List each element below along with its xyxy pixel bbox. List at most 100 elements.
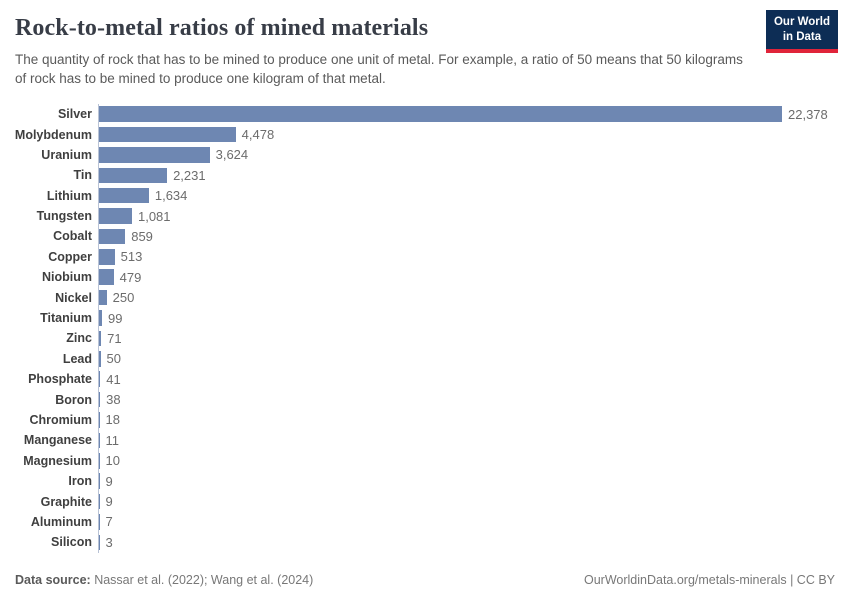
category-label: Niobium xyxy=(42,270,92,285)
value-label: 50 xyxy=(106,351,121,367)
category-label: Silver xyxy=(57,107,92,122)
value-label: 250 xyxy=(112,290,135,306)
bar xyxy=(99,514,100,530)
data-source: Data source: Nassar et al. (2022); Wang … xyxy=(15,573,313,587)
bar xyxy=(99,249,115,265)
bar-row: Boron 38 xyxy=(10,389,835,410)
bar xyxy=(99,453,100,469)
bar-row: Tin 2,231 xyxy=(10,165,835,186)
bar-plot-area: 3 xyxy=(98,532,835,553)
bar-plot-area: 513 xyxy=(98,246,835,268)
bar-plot-area: 1,081 xyxy=(98,205,835,227)
category-label: Phosphate xyxy=(28,372,92,387)
bar-row: Silicon 3 xyxy=(10,532,835,553)
category-label: Cobalt xyxy=(53,229,92,244)
bar-row: Uranium 3,624 xyxy=(10,144,835,166)
category-label: Copper xyxy=(48,249,92,264)
category-label: Boron xyxy=(55,392,92,407)
bar-plot-area: 38 xyxy=(98,389,835,410)
category-label: Lead xyxy=(62,351,92,366)
bar-plot-area: 9 xyxy=(98,470,835,492)
bar-row: Graphite 9 xyxy=(10,491,835,512)
bar xyxy=(99,534,100,551)
bar xyxy=(99,432,100,449)
owid-logo-line1: Our World xyxy=(773,16,830,28)
category-label: Zinc xyxy=(66,331,92,346)
value-label: 41 xyxy=(106,371,121,387)
value-label: 22,378 xyxy=(788,106,828,122)
bar xyxy=(99,391,101,408)
value-label: 1,634 xyxy=(154,188,188,204)
bar-row: Titanium 99 xyxy=(10,307,835,329)
bar xyxy=(99,330,102,347)
bar xyxy=(99,167,168,184)
bar-row: Lead 50 xyxy=(10,348,835,369)
bar-plot-area: 479 xyxy=(98,267,835,288)
category-label: Iron xyxy=(68,474,92,489)
value-label: 2,231 xyxy=(173,167,206,183)
bar-plot-area: 99 xyxy=(98,307,835,329)
bar xyxy=(99,126,236,143)
bar-plot-area: 41 xyxy=(98,369,835,390)
chart-title: Rock-to-metal ratios of mined materials xyxy=(15,15,429,41)
category-label: Molybdenum xyxy=(14,127,92,142)
bar-plot-area: 859 xyxy=(98,226,835,247)
bar xyxy=(99,310,103,326)
bar-plot-area: 11 xyxy=(98,430,835,451)
bar-plot-area: 18 xyxy=(98,409,835,431)
category-label: Lithium xyxy=(46,188,92,203)
bar xyxy=(99,106,782,122)
bar-plot-area: 2,231 xyxy=(98,165,835,186)
category-label: Aluminum xyxy=(30,514,92,529)
bar-row: Zinc 71 xyxy=(10,328,835,349)
category-label: Tungsten xyxy=(36,209,92,224)
value-label: 10 xyxy=(105,453,120,469)
value-label: 3,624 xyxy=(215,147,249,163)
value-label: 11 xyxy=(105,432,120,448)
value-label: 859 xyxy=(131,228,153,244)
bar-row: Nickel 250 xyxy=(10,287,835,308)
value-label: 9 xyxy=(105,473,113,489)
bar xyxy=(99,351,101,367)
category-label: Graphite xyxy=(40,494,92,509)
bar xyxy=(99,269,114,285)
bar xyxy=(99,228,126,245)
value-label: 71 xyxy=(107,330,122,346)
bar-plot-area: 10 xyxy=(98,450,835,471)
owid-logo: Our World in Data xyxy=(765,10,838,53)
bar xyxy=(99,187,149,204)
data-source-text: Nassar et al. (2022); Wang et al. (2024) xyxy=(90,573,314,587)
bar-plot-area: 250 xyxy=(98,287,835,308)
value-label: 7 xyxy=(105,514,113,530)
bar-plot-area: 50 xyxy=(98,348,835,369)
bar-row: Lithium 1,634 xyxy=(10,185,835,206)
bar xyxy=(99,473,100,489)
bar-row: Aluminum 7 xyxy=(10,511,835,533)
bar xyxy=(99,493,100,510)
bar xyxy=(99,371,101,387)
bar-row: Silver 22,378 xyxy=(10,103,835,125)
value-label: 99 xyxy=(108,310,123,326)
bar-row: Cobalt 859 xyxy=(10,226,835,247)
value-label: 18 xyxy=(105,412,121,428)
bar-row: Manganese 11 xyxy=(10,430,835,451)
bar-row: Iron 9 xyxy=(10,470,835,492)
category-label: Tin xyxy=(73,168,92,183)
value-label: 513 xyxy=(120,249,143,265)
category-label: Manganese xyxy=(23,433,92,448)
bar-rows: Silver 22,378 Molybdenum 4,478 Uranium 3… xyxy=(10,103,835,553)
bar-row: Copper 513 xyxy=(10,246,835,268)
bar-row: Molybdenum 4,478 xyxy=(10,124,835,145)
bar-chart: Silver 22,378 Molybdenum 4,478 Uranium 3… xyxy=(10,103,835,553)
bar-plot-area: 71 xyxy=(98,328,835,349)
value-label: 4,478 xyxy=(241,127,275,142)
bar-plot-area: 3,624 xyxy=(98,144,835,166)
chart-footer: Data source: Nassar et al. (2022); Wang … xyxy=(15,573,835,587)
category-label: Chromium xyxy=(29,412,93,427)
bar xyxy=(99,289,107,306)
license-note: OurWorldinData.org/metals-minerals | CC … xyxy=(583,573,835,587)
category-label: Uranium xyxy=(41,147,92,162)
bar-plot-area: 22,378 xyxy=(98,103,835,125)
owid-logo-line2: in Data xyxy=(782,30,822,43)
